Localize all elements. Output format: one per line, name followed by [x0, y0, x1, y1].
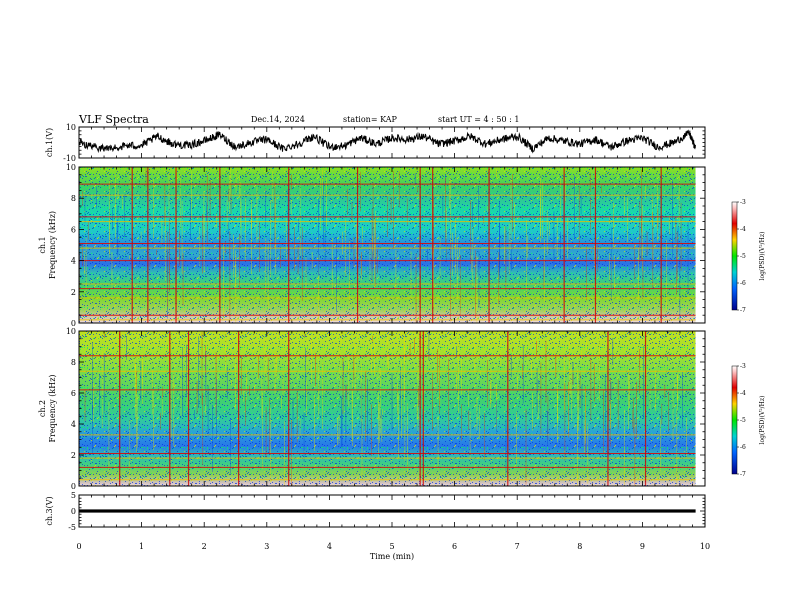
- ch1-colorbar: [731, 201, 738, 311]
- x-tick-label: 1: [139, 542, 144, 551]
- x-tick-label: 4: [327, 542, 332, 551]
- ch1-ytick-label: 8: [71, 194, 76, 203]
- ch1-ytick-label: 2: [71, 288, 76, 297]
- ch3-ytick-label: 0: [71, 507, 76, 516]
- ch1-ytick-label: 4: [71, 257, 76, 266]
- ch2-ytick-label: 6: [71, 389, 76, 398]
- ch2-colorbar-label: log(PSD)(V²/Hz): [759, 396, 766, 445]
- ch1-colorbar-tick-label: -6: [740, 280, 746, 287]
- ch1-ylabel-frequency: Frequency (kHz): [48, 211, 57, 279]
- x-tick-label: 5: [389, 542, 394, 551]
- ch2-ytick-label: 10: [66, 327, 76, 336]
- ch1-colorbar-tick-label: -4: [740, 226, 746, 233]
- ch2-colorbar-tick-label: -4: [740, 390, 746, 397]
- chart-start-time: start UT = 4 : 50 : 1: [438, 115, 520, 124]
- chart-station: station= KAP: [343, 115, 397, 124]
- x-tick-label: 3: [264, 542, 269, 551]
- ch1-ytick-label: -10: [63, 154, 76, 163]
- ch1-colorbar-tick-label: -7: [740, 307, 746, 314]
- ch3-ytick-label: 5: [71, 491, 76, 500]
- x-tick-label: 0: [76, 542, 81, 551]
- ch1-ytick-label: 10: [66, 163, 76, 172]
- ch1-ylabel: ch.1(V): [45, 128, 54, 157]
- ch2-colorbar: [731, 365, 738, 475]
- x-tick-label: 9: [640, 542, 645, 551]
- x-tick-label: 7: [515, 542, 520, 551]
- ch2-ytick-label: 4: [71, 420, 76, 429]
- ch1-colorbar-tick-label: -5: [740, 253, 746, 260]
- ch1-trace-line: [78, 129, 696, 154]
- ch2-colorbar-tick-label: -5: [740, 417, 746, 424]
- ch2-colorbar-tick-label: -7: [740, 471, 746, 478]
- x-tick-label: 10: [700, 542, 710, 551]
- ch2-ytick-label: 0: [71, 482, 76, 491]
- ch2-colorbar-tick-label: -6: [740, 444, 746, 451]
- ch2-ylabel-channel: ch.2: [38, 400, 47, 417]
- ch1-ytick-label: 10: [66, 123, 76, 132]
- ch1-colorbar-label: log(PSD)(V²/Hz): [759, 232, 766, 281]
- x-tick-label: 6: [452, 542, 457, 551]
- x-tick-label: 2: [202, 542, 207, 551]
- chart-date: Dec.14, 2024: [251, 115, 305, 124]
- chart-title: VLF Spectra: [79, 113, 149, 126]
- ch3-ylabel: ch.3(V): [45, 496, 54, 525]
- x-axis-label: Time (min): [370, 552, 414, 561]
- ch2-ytick-label: 2: [71, 451, 76, 460]
- ch1-ytick-label: 0: [71, 319, 76, 328]
- x-tick-label: 8: [577, 542, 582, 551]
- ch3-trace-band: [79, 509, 696, 513]
- ch2-ytick-label: 8: [71, 358, 76, 367]
- ch3-ytick-label: -5: [68, 523, 76, 532]
- ch1-ylabel-channel: ch.1: [38, 236, 47, 253]
- ch1-ytick-label: 6: [71, 225, 76, 234]
- ch2-colorbar-tick-label: -3: [740, 363, 746, 370]
- ch1-colorbar-tick-label: -3: [740, 199, 746, 206]
- ch2-ylabel-frequency: Frequency (kHz): [48, 374, 57, 442]
